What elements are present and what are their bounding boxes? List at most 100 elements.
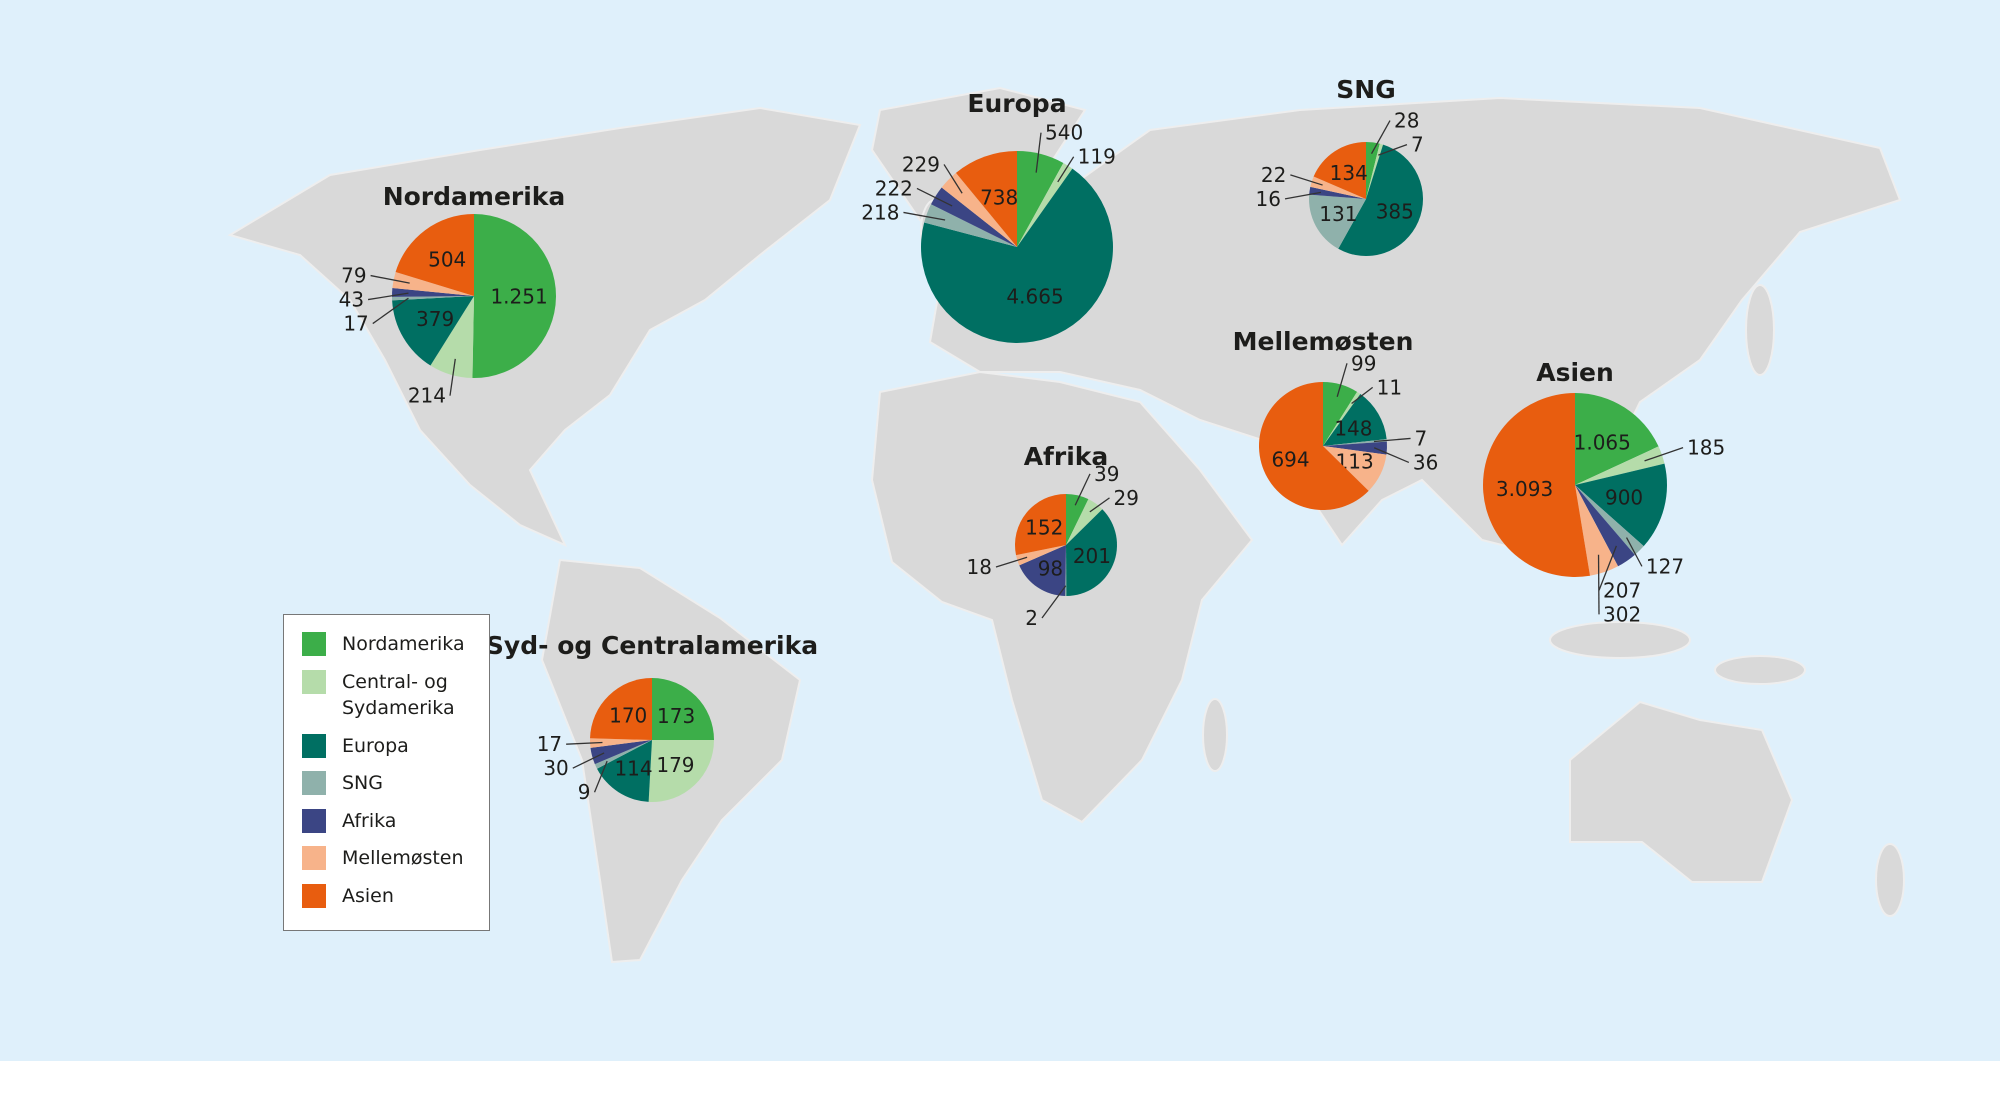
legend-item: Asien (302, 883, 472, 909)
leader-line (1373, 447, 1410, 464)
leader-line (903, 211, 946, 221)
pie-slice (1017, 162, 1073, 247)
pie-value-label: 694 (1271, 448, 1309, 472)
legend: Nordamerika Central- og Sydamerika Europa S… (283, 614, 490, 931)
leader-line (1074, 473, 1091, 506)
pie-slice (1575, 485, 1635, 567)
pie-slice (590, 738, 652, 748)
pie-value-label: 127 (1646, 554, 1684, 578)
pie-value-label: 29 (1114, 486, 1139, 510)
pie-slice (395, 214, 474, 296)
land-new-zealand (1875, 843, 1905, 917)
pie-slice (1323, 439, 1387, 446)
pie-value-label: 11 (1377, 375, 1402, 399)
leader-line (1598, 545, 1618, 591)
pie-value-label: 18 (967, 555, 992, 579)
pie-slice (955, 151, 1017, 247)
leader-line (566, 741, 603, 745)
land-australia (1569, 700, 1794, 883)
pie-value-label: 30 (543, 756, 568, 780)
legend-swatch (302, 771, 326, 795)
pie-slice (392, 271, 474, 296)
pie-slice (597, 740, 652, 802)
pie-value-label: 540 (1045, 121, 1083, 145)
pie-value-label: 1.065 (1574, 430, 1631, 454)
leader-line (1378, 143, 1408, 156)
leader-line (1644, 447, 1684, 462)
legend-item: Nordamerika (302, 631, 472, 657)
leader-line (916, 187, 953, 207)
leader-line (572, 752, 605, 769)
pie-value-label: 201 (1073, 544, 1111, 568)
pie-value-label: 16 (1256, 187, 1281, 211)
legend-swatch (302, 632, 326, 656)
pie-slice (1310, 176, 1366, 199)
legend-item: Mellemøsten (302, 845, 472, 871)
legend-label: Afrika (342, 810, 397, 832)
legend-swatch (302, 846, 326, 870)
pie-value-label: 504 (428, 248, 466, 272)
pie-value-label: 207 (1603, 578, 1641, 602)
pie-value-label: 7 (1411, 133, 1424, 157)
leader-line (1290, 174, 1323, 186)
pie-title: Nordamerika (383, 182, 566, 211)
legend-swatch (302, 884, 326, 908)
legend-item: Afrika (302, 808, 472, 834)
legend-label: Central- og Sydamerika (342, 671, 455, 719)
pie-slice (1015, 494, 1066, 556)
pie-slice (1575, 446, 1665, 485)
pie-slice (1019, 545, 1066, 596)
pie-slice (1366, 142, 1380, 199)
pie-slice (1323, 382, 1358, 446)
leader-line (1625, 537, 1643, 567)
leader-line (1351, 386, 1374, 405)
pie-slice (921, 168, 1114, 344)
pie-title: Mellemøsten (1233, 327, 1414, 356)
land-indonesia (1549, 621, 1691, 659)
pie-slice (594, 740, 652, 769)
leader-line (370, 274, 410, 284)
pie-slice (1338, 144, 1424, 257)
pie-value-label: 2 (1025, 606, 1038, 630)
pie-slice (590, 678, 652, 740)
leader-line (372, 297, 409, 325)
pie-value-label: 4.665 (1006, 285, 1063, 309)
pie-slice (924, 204, 1017, 247)
pie-value-label: 98 (1038, 556, 1063, 580)
legend-item: Europa (302, 733, 472, 759)
pie-slice (1323, 391, 1361, 446)
legend-label: SNG (342, 772, 383, 794)
legend-item: SNG (302, 770, 472, 796)
leader-line (1035, 132, 1042, 173)
pie-title: Afrika (1024, 442, 1109, 471)
pie-value-label: 22 (1261, 163, 1286, 187)
pie-value-label: 148 (1334, 416, 1372, 440)
legend-label: Nordamerika (342, 633, 465, 655)
pie-slice (392, 296, 474, 366)
pie-slice (1309, 186, 1366, 199)
pie-slice (1366, 143, 1384, 199)
pie-title: SNG (1336, 75, 1395, 104)
pie-value-label: 302 (1603, 602, 1641, 626)
leader-line (1284, 191, 1321, 200)
pie-value-label: 79 (341, 264, 366, 288)
pie-value-label: 222 (875, 176, 913, 200)
pie-value-label: 379 (416, 307, 454, 331)
leader-line (1041, 585, 1067, 619)
pie-value-label: 43 (339, 288, 364, 312)
world-map: Nordamerika 1.251 379 504 79 43 17 214 Syd- og C… (0, 0, 2000, 1061)
pie-title: Syd- og Centralamerika (486, 631, 818, 660)
pie-slice (1016, 545, 1066, 566)
land-new-guinea (1714, 655, 1806, 685)
pie-slice (1323, 441, 1388, 455)
legend-swatch (302, 734, 326, 758)
pie-slice (1483, 393, 1591, 577)
pie-value-label: 9 (578, 780, 591, 804)
pie-value-label: 114 (614, 757, 652, 781)
pie-value-label: 152 (1025, 515, 1063, 539)
